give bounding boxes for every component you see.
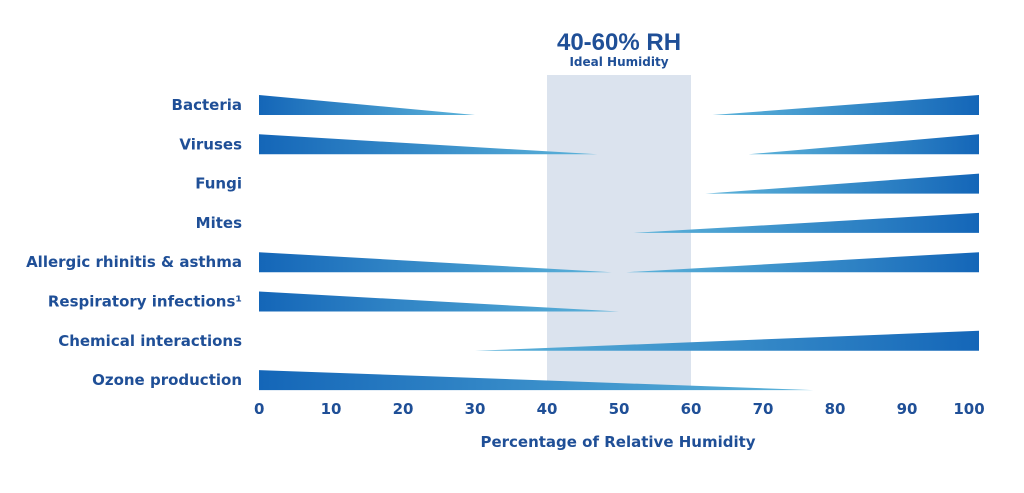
category-label: Fungi (195, 175, 242, 193)
x-tick-label: 70 (753, 400, 774, 418)
risk-bar (259, 134, 598, 155)
x-tick-label: 80 (825, 400, 846, 418)
x-tick-label: 10 (321, 400, 342, 418)
x-tick-label: 30 (465, 400, 486, 418)
category-label: Ozone production (92, 371, 242, 389)
x-tick-label: 60 (681, 400, 702, 418)
category-label: Allergic rhinitis & asthma (26, 253, 242, 271)
category-label: Bacteria (172, 96, 242, 114)
category-label: Respiratory infections¹ (48, 293, 242, 311)
risk-bar (626, 252, 979, 273)
risk-bar (259, 252, 612, 273)
x-tick-label: 100 (953, 400, 984, 418)
risk-bar (475, 330, 979, 351)
category-label: Mites (196, 214, 242, 232)
band-subtitle: Ideal Humidity (569, 55, 668, 69)
x-tick-label: 50 (609, 400, 630, 418)
x-tick-label: 90 (897, 400, 918, 418)
risk-bar (259, 95, 475, 115)
category-label: Viruses (179, 135, 242, 153)
risk-bar (705, 173, 979, 194)
band-title: 40-60% RH (557, 29, 681, 56)
risk-bar (259, 370, 814, 391)
category-label: Chemical interactions (58, 332, 242, 350)
x-tick-label: 40 (537, 400, 558, 418)
risk-bar (259, 291, 619, 312)
risk-bar (748, 134, 979, 155)
x-axis-label: Percentage of Relative Humidity (480, 433, 755, 451)
x-tick-label: 0 (254, 400, 264, 418)
x-tick-label: 20 (393, 400, 414, 418)
risk-bar (712, 95, 979, 115)
risk-bar (633, 212, 979, 233)
